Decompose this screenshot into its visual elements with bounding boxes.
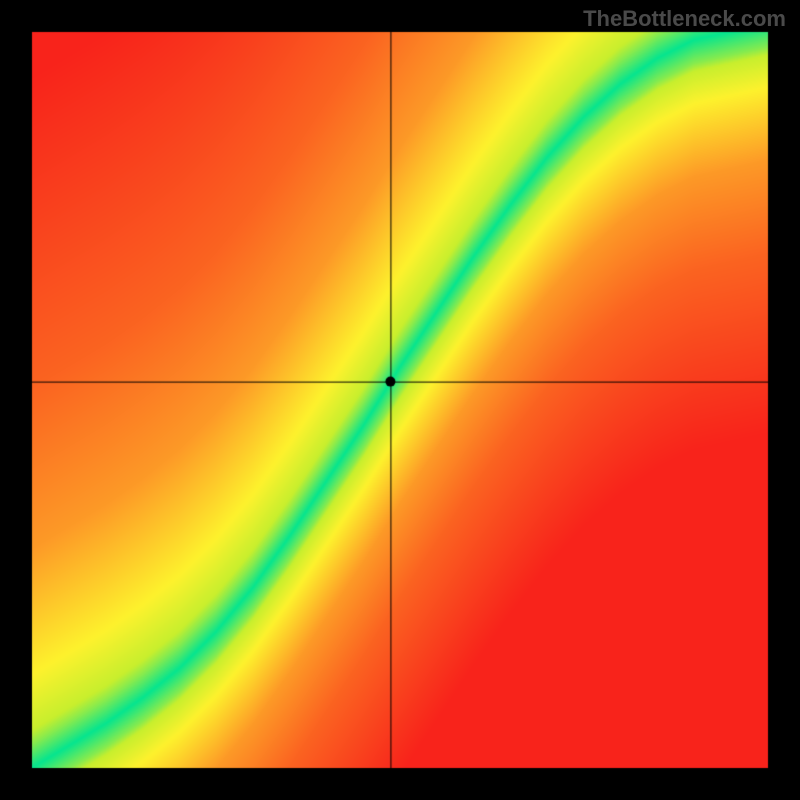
watermark-text: TheBottleneck.com <box>583 6 786 32</box>
bottleneck-heatmap <box>0 0 800 800</box>
chart-container: TheBottleneck.com <box>0 0 800 800</box>
